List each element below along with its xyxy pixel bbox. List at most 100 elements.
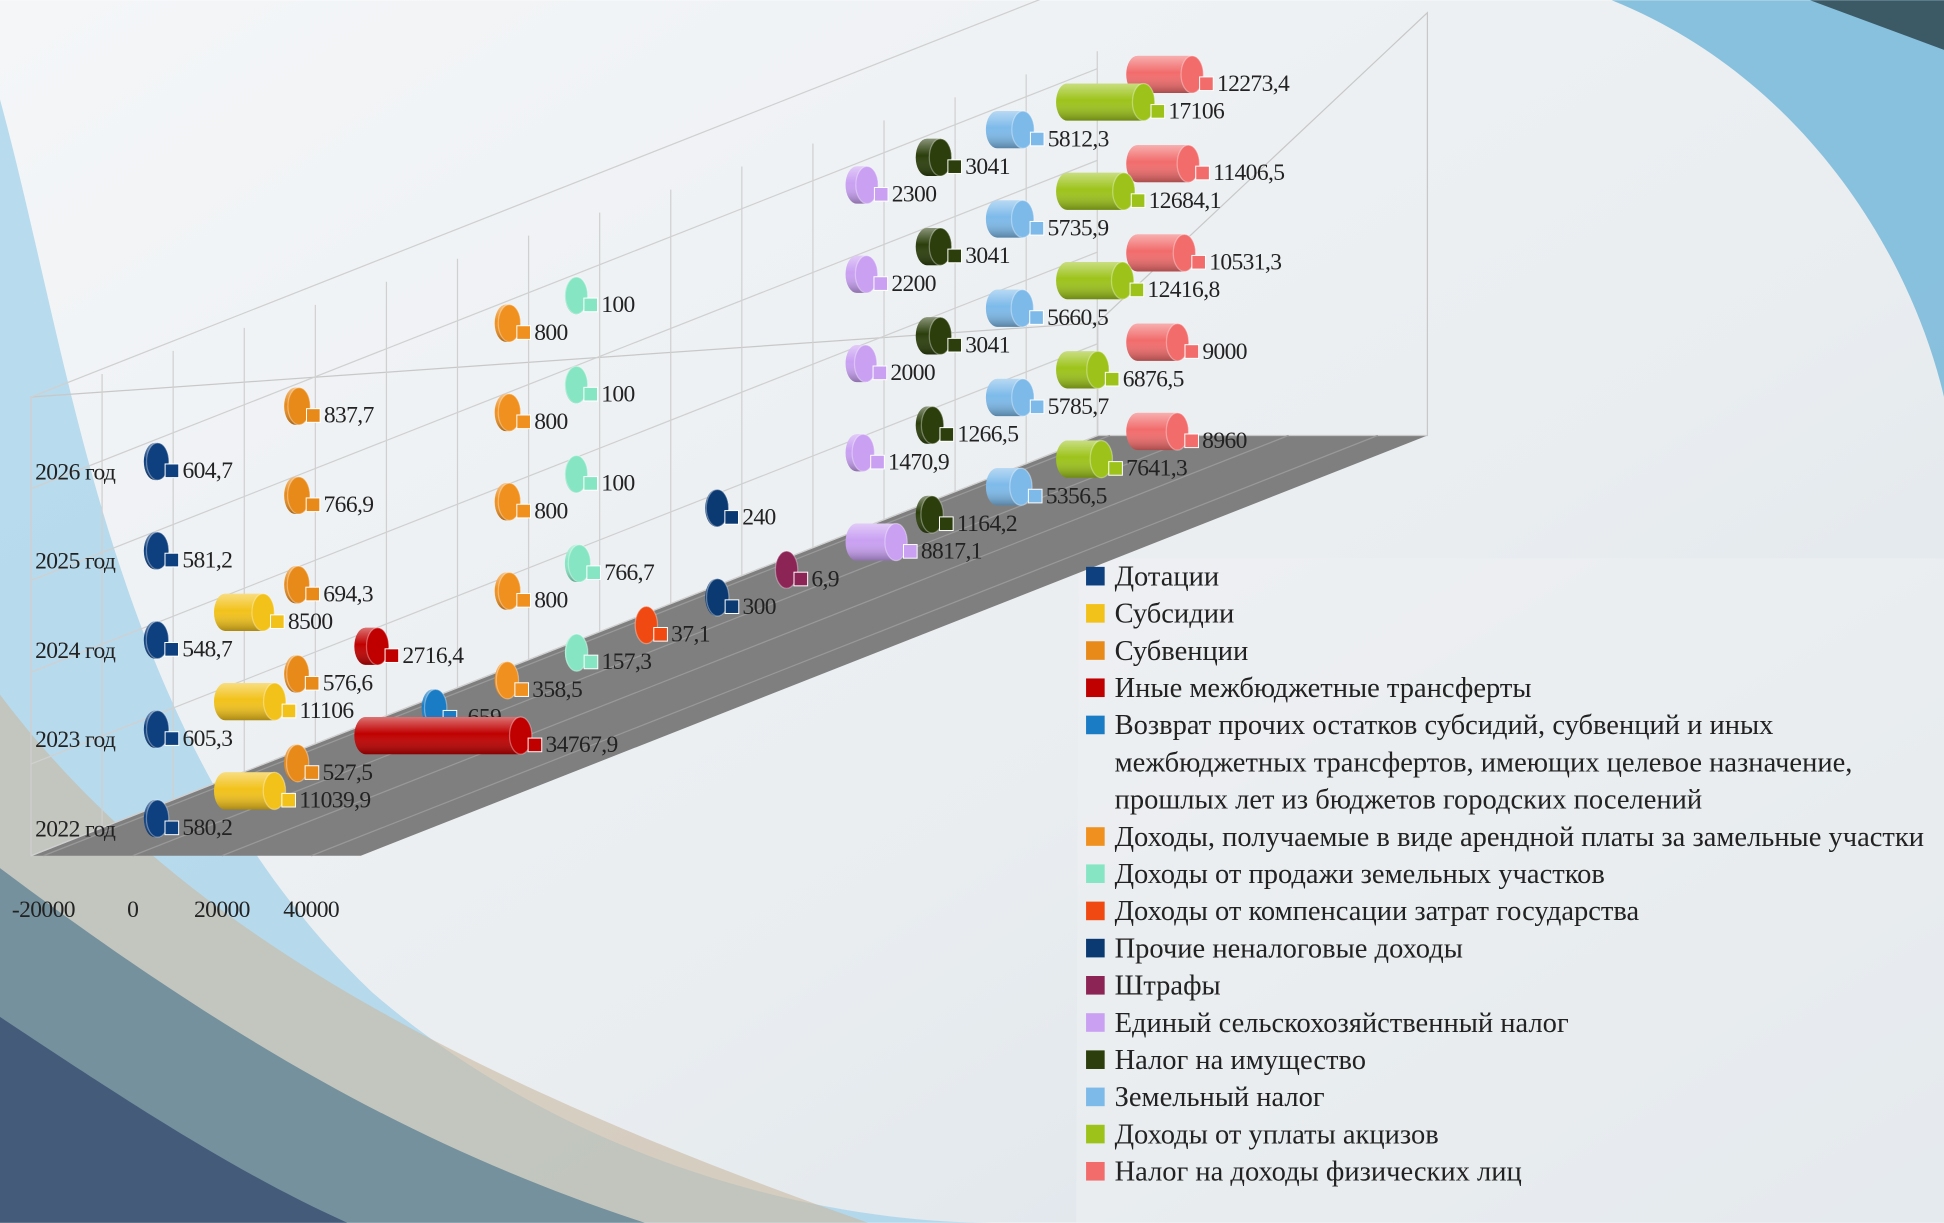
wall-grid-line [30,0,1041,398]
label-marker [306,408,321,423]
data-label: 837,7 [324,403,375,429]
bar [705,578,730,617]
bar-cap [920,405,945,445]
decor [0,1016,348,1223]
legend-item: Доходы от уплаты акцизов [1081,1116,1944,1153]
bar-cap [1165,412,1190,451]
wall-grid-line [30,67,1098,490]
bar [284,744,310,783]
bar [985,199,1035,239]
bar [1056,439,1114,479]
bar-cap [286,654,310,694]
label-marker [516,414,531,430]
legend-item: Субсидии [1081,595,1944,632]
bar-cap [1009,467,1033,506]
bar-cap [1011,110,1035,149]
bar-cap [1172,233,1197,273]
label-marker [164,463,180,479]
legend-label: Дотации [1114,560,1220,592]
bar-cap [145,710,170,749]
legend-item: Доходы от компенсации затрат государства [1081,893,1944,930]
y-tick-label: 2024 год [35,638,116,664]
legend-label: Доходы от продажи земельных участков [1114,858,1605,890]
bar-cap [287,386,311,426]
bar [284,476,311,515]
data-label: 300 [742,594,775,620]
bar-cap [145,442,170,481]
bar-cap [854,255,879,294]
bar [494,393,522,432]
label-marker [1029,131,1045,147]
data-label: 6,9 [811,566,839,592]
bar-cap [1165,322,1190,362]
label-marker [1029,399,1045,415]
bar-cap [564,454,589,494]
label-marker [902,544,918,559]
data-label: 9000 [1202,339,1247,365]
bar [354,627,390,666]
bar [564,276,589,315]
legend-label: Доходы от уплаты акцизов [1114,1118,1439,1150]
bar-cap [928,316,953,356]
bar [915,405,945,445]
label-marker [724,599,740,614]
label-marker [304,765,320,780]
data-label: 1470,9 [888,449,949,475]
bar [1056,350,1110,390]
bar-cap [920,495,944,534]
label-marker [1029,220,1045,236]
bar-cap [1180,55,1204,94]
legend-item: Доходы от продажи земельных участков [1081,856,1944,893]
bar-cap [251,593,275,632]
bar-cap [508,716,533,755]
label-marker [873,186,889,202]
label-marker [164,641,179,657]
bar-cap [495,661,520,700]
legend-swatch [1086,864,1105,884]
label-marker [164,820,180,836]
bar-cap [705,488,730,528]
data-label: 12273,4 [1217,71,1290,97]
data-label: 11406,5 [1213,160,1284,186]
label-marker [305,497,321,513]
data-label: 3041 [965,243,1010,269]
legend-swatch [1086,641,1105,660]
bar [1056,172,1136,211]
legend-swatch [1086,1087,1105,1107]
data-label: 3041 [965,332,1010,358]
data-label: 6876,5 [1123,366,1184,392]
data-label: 800 [534,588,567,614]
label-marker [583,297,599,313]
legend-swatch [1086,1050,1105,1069]
bar [845,344,878,383]
label-marker [164,731,180,746]
data-label: 527,5 [322,760,372,786]
data-label: 8817,1 [921,539,982,565]
bar-cap [1011,378,1035,417]
bar [845,165,879,205]
bar-cap [928,227,953,266]
legend-swatch [1086,604,1105,623]
legend-item: Доходы, получаемые в виде арендной платы… [1081,819,1944,856]
bar [143,620,170,660]
bar-cap [774,550,799,589]
label-marker [304,675,320,691]
legend-label: Субсидии [1114,597,1235,629]
legend-label: Единый сельскохозяйственный налог [1114,1006,1569,1038]
legend-label: Возврат прочих остатков субсидий, субвен… [1114,709,1853,815]
bar [494,304,522,343]
floor-grid-line [132,434,1200,857]
bar [845,522,908,562]
label-marker [870,454,885,470]
legend-swatch [1086,1161,1105,1181]
data-label: 1266,5 [957,422,1018,448]
bar-cap [1110,261,1135,300]
bar-cap [145,799,170,838]
legend-label: Прочие неналоговые доходы [1114,932,1463,964]
label-marker [583,654,599,670]
label-marker [281,703,297,719]
label-marker [1104,371,1120,387]
bar [564,365,589,405]
data-label: 2200 [891,271,936,297]
